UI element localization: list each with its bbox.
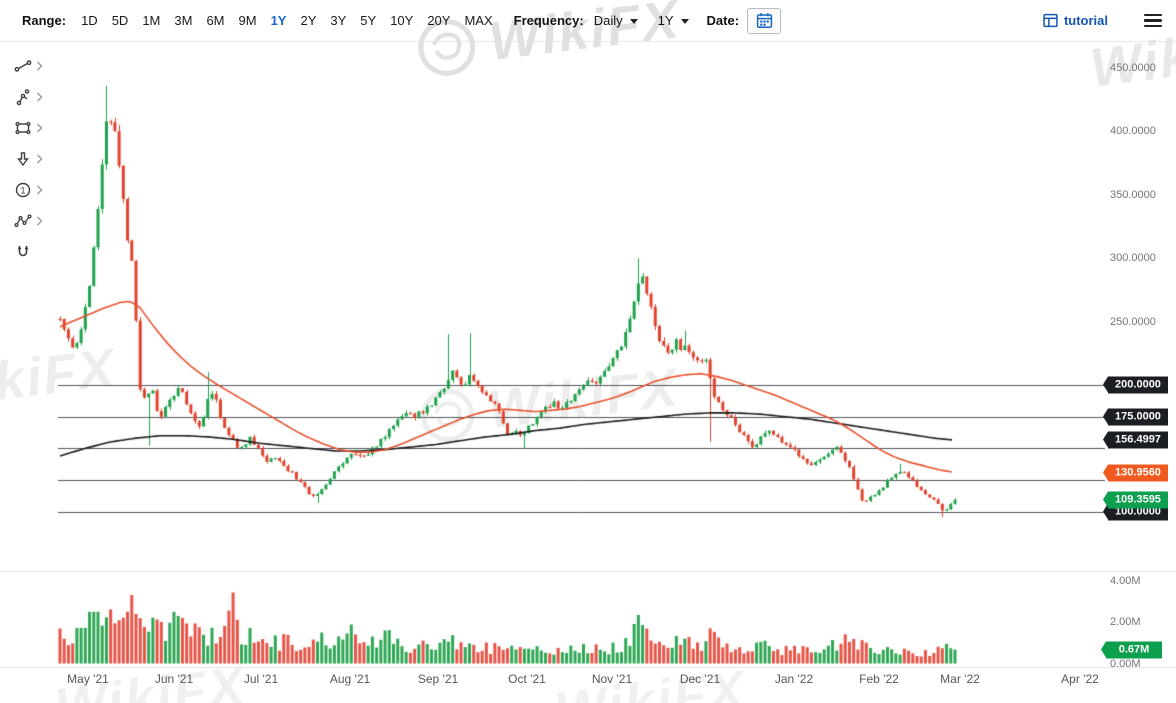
time-axis-label: Sep '21 (417, 672, 459, 686)
magnet-tool-icon (18, 245, 28, 256)
arrow-down-tool[interactable] (13, 147, 48, 170)
range-label: Range: (22, 13, 67, 28)
calendar-icon (756, 13, 772, 28)
time-axis-label: Oct '21 (508, 672, 546, 686)
hamburger-menu-icon (1144, 13, 1162, 17)
range-option-max[interactable]: MAX (457, 11, 499, 30)
frequency-label: Frequency: (513, 13, 584, 28)
time-axis-label: Jul '21 (243, 672, 279, 686)
chevron-right-icon (36, 215, 43, 226)
pattern-tool-icon (14, 213, 32, 227)
time-axis-label: Feb '22 (859, 672, 899, 686)
range-option-1m[interactable]: 1M (135, 11, 167, 30)
date-label: Date: (706, 13, 740, 28)
drawing-toolbox: 1 (0, 54, 48, 263)
frequency-dropdown[interactable]: Daily (592, 11, 640, 30)
arrow-down-tool-icon (17, 151, 29, 166)
chevron-down-icon (629, 19, 638, 24)
polyline-tool-icon (16, 88, 30, 105)
volume-axis-label: 0.00M (1110, 657, 1141, 670)
tutorial-grid-icon (1043, 13, 1058, 28)
chevron-right-icon (36, 91, 43, 102)
volume-axis-label: 2.00M (1110, 616, 1141, 628)
range-option-6m[interactable]: 6M (199, 11, 231, 30)
price-axis-label: 300.0000 (1110, 252, 1156, 265)
price-axis-label: 400.0000 (1110, 125, 1156, 138)
price-axis-label: 450.0000 (1110, 62, 1156, 74)
price-tag: 109.3595 (1103, 491, 1168, 509)
chevron-down-icon (680, 19, 689, 24)
range-option-3y[interactable]: 3Y (323, 11, 353, 30)
svg-text:1: 1 (20, 185, 25, 195)
range-option-2y[interactable]: 2Y (293, 11, 323, 30)
time-axis-label: Jan '22 (774, 672, 814, 686)
line-segment-tool-icon (14, 59, 32, 72)
chevron-right-icon (36, 184, 43, 195)
time-axis-label: Aug '21 (329, 672, 371, 686)
range-option-9m[interactable]: 9M (232, 11, 264, 30)
volume-tag: 0.67M (1101, 641, 1162, 659)
price-tag: 130.9560 (1103, 464, 1168, 482)
magnet-tool[interactable] (13, 240, 48, 263)
rectangle-tool[interactable] (13, 116, 48, 139)
range-option-5d[interactable]: 5D (105, 11, 136, 30)
annotation-number-tool[interactable]: 1 (13, 178, 48, 201)
range-option-1d[interactable]: 1D (74, 11, 105, 30)
range-option-20y[interactable]: 20Y (420, 11, 457, 30)
time-axis-label: Mar '22 (940, 672, 980, 686)
hamburger-menu-icon (1144, 24, 1162, 28)
time-axis-label: May '21 (67, 672, 109, 686)
time-axis-label: Dec '21 (679, 672, 721, 686)
line-segment-tool[interactable] (13, 54, 48, 77)
tutorial-button[interactable]: tutorial (1037, 12, 1114, 29)
time-axis-label: Nov '21 (591, 672, 633, 686)
range-options-group: 1D 5D 1M 3M 6M 9M 1Y 2Y 3Y 5Y 10Y 20Y MAX (74, 11, 500, 30)
range-option-3m[interactable]: 3M (167, 11, 199, 30)
chevron-right-icon (36, 122, 43, 133)
price-tag: 200.0000 (1103, 376, 1168, 394)
rectangle-tool-icon (15, 121, 31, 134)
time-axis-label: Apr '22 (1061, 672, 1099, 686)
frequency-value: Daily (593, 13, 623, 28)
price-axis-label: 250.0000 (1110, 315, 1156, 328)
price-axis-label: 350.0000 (1110, 188, 1156, 201)
period-dropdown[interactable]: 1Y (656, 11, 691, 30)
tutorial-button-label: tutorial (1063, 13, 1108, 28)
annotation-number-tool-icon: 1 (15, 182, 31, 197)
chevron-right-icon (36, 60, 43, 71)
price-tag: 175.0000 (1103, 408, 1168, 426)
range-option-1y[interactable]: 1Y (264, 11, 294, 30)
time-axis-label: Jun '21 (154, 672, 194, 686)
range-option-5y[interactable]: 5Y (353, 11, 383, 30)
range-option-10y[interactable]: 10Y (383, 11, 420, 30)
hamburger-menu-button[interactable] (1142, 10, 1164, 32)
price-tag: 156.4997 (1103, 431, 1168, 449)
polyline-tool[interactable] (13, 85, 48, 108)
top-toolbar: Range: 1D 5D 1M 3M 6M 9M 1Y 2Y 3Y 5Y 10Y 20Y MAX Fre… (0, 0, 1176, 41)
hamburger-menu-icon (1144, 19, 1162, 22)
period-value: 1Y (657, 13, 674, 28)
date-picker-button[interactable] (747, 7, 782, 34)
chevron-right-icon (36, 153, 43, 164)
volume-axis-label: 4.00M (1110, 574, 1141, 587)
pattern-tool[interactable] (13, 209, 48, 232)
